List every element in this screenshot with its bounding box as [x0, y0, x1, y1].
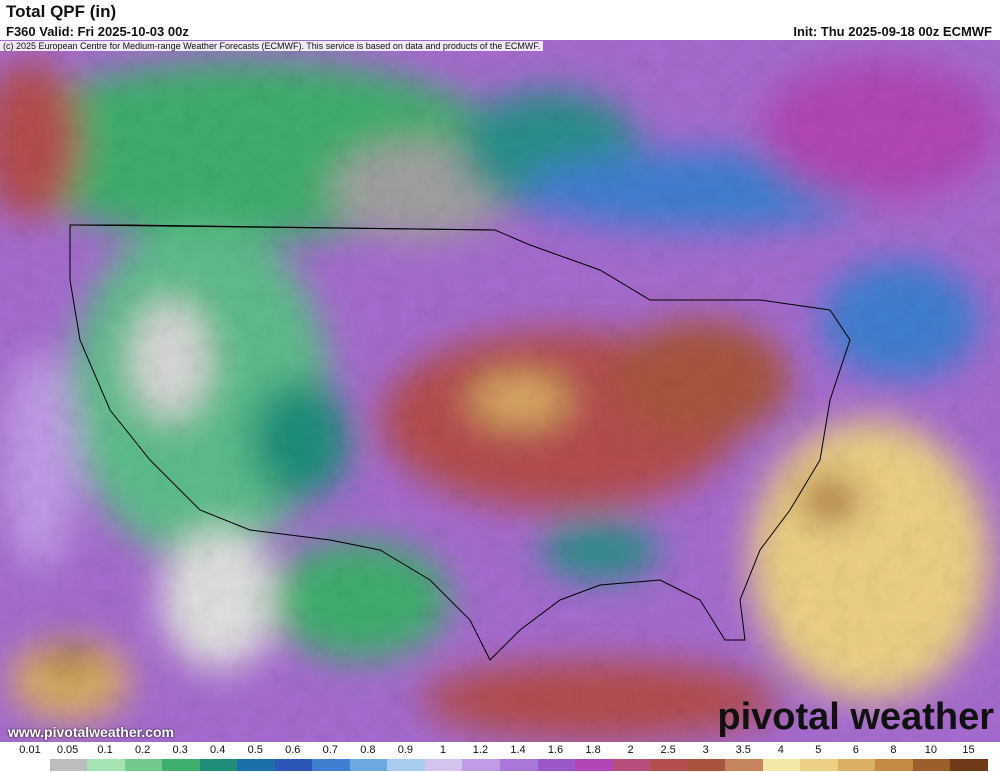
colorbar-swatch [462, 759, 501, 771]
colorbar-swatch [575, 759, 614, 771]
colorbar-swatch [650, 759, 689, 771]
colorbar-swatch [237, 759, 276, 771]
colorbar-swatch [349, 759, 388, 771]
colorbar-label: 10 [924, 744, 938, 756]
colorbar-label: 0.9 [397, 744, 414, 756]
colorbar-label: 1.6 [547, 744, 564, 756]
colorbar-swatch [199, 759, 238, 771]
colorbar-label: 0.05 [56, 744, 79, 756]
valid-time: F360 Valid: Fri 2025-10-03 00z [6, 24, 189, 39]
colorbar-swatch [124, 759, 163, 771]
colorbar-swatch [312, 759, 351, 771]
colorbar-swatch [274, 759, 313, 771]
colorbar-label: 0.3 [172, 744, 188, 756]
colorbar-label: 1.8 [585, 744, 601, 756]
colorbar-swatch [387, 759, 426, 771]
colorbar-label: 2 [627, 744, 634, 756]
colorbar-label: 2.5 [660, 744, 676, 756]
colorbar-swatch [162, 759, 201, 771]
logo: pivotal weather [717, 696, 994, 738]
colorbar-swatch [800, 759, 839, 771]
colorbar-swatch [537, 759, 576, 771]
colorbar-swatch [12, 759, 51, 771]
colorbar-swatch [612, 759, 651, 771]
colorbar-label: 15 [962, 744, 975, 756]
title: Total QPF (in) [6, 2, 117, 21]
colorbar-swatch [950, 759, 989, 771]
colorbar-label: 1.2 [472, 744, 489, 756]
colorbar-label: 8 [890, 744, 897, 756]
colorbar-label: 1.4 [510, 744, 526, 756]
colorbar-swatch [837, 759, 876, 771]
colorbar-label: 1 [439, 744, 446, 756]
colorbar-swatch [424, 759, 463, 771]
colorbar-label: 0.4 [210, 744, 226, 756]
colorbar-swatch [875, 759, 914, 771]
init-time: Init: Thu 2025-09-18 00z ECMWF [793, 24, 992, 39]
colorbar-label: 0.7 [322, 744, 338, 756]
colorbar-label: 0.6 [285, 744, 301, 756]
colorbar-label: 0.8 [360, 744, 376, 756]
colorbar-label: 4 [777, 744, 784, 756]
colorbar-swatch [49, 759, 88, 771]
colorbar-swatch [687, 759, 726, 771]
website: www.pivotalweather.com [8, 724, 174, 740]
map [0, 40, 1000, 742]
colorbar-label: 0.5 [247, 744, 263, 756]
colorbar-label: 5 [815, 744, 822, 756]
colorbar-label: 3.5 [735, 744, 751, 756]
colorbar-swatch [762, 759, 801, 771]
colorbar-label: 0.01 [19, 744, 41, 756]
colorbar-label: 6 [852, 744, 859, 756]
colorbar: 0.01 0.05 0.1 0.2 0.3 0.4 0.5 0.6 0.7 0.8 0.9 1 1.2 1… [0, 742, 1000, 772]
colorbar-swatch [87, 759, 126, 771]
colorbar-swatch [500, 759, 539, 771]
credit: (c) 2025 European Centre for Medium-rang… [0, 41, 544, 51]
colorbar-label: 3 [702, 744, 709, 756]
colorbar-swatch [912, 759, 951, 771]
colorbar-label: 0.1 [97, 744, 113, 756]
colorbar-label: 0.2 [134, 744, 151, 756]
colorbar-swatch [725, 759, 764, 771]
